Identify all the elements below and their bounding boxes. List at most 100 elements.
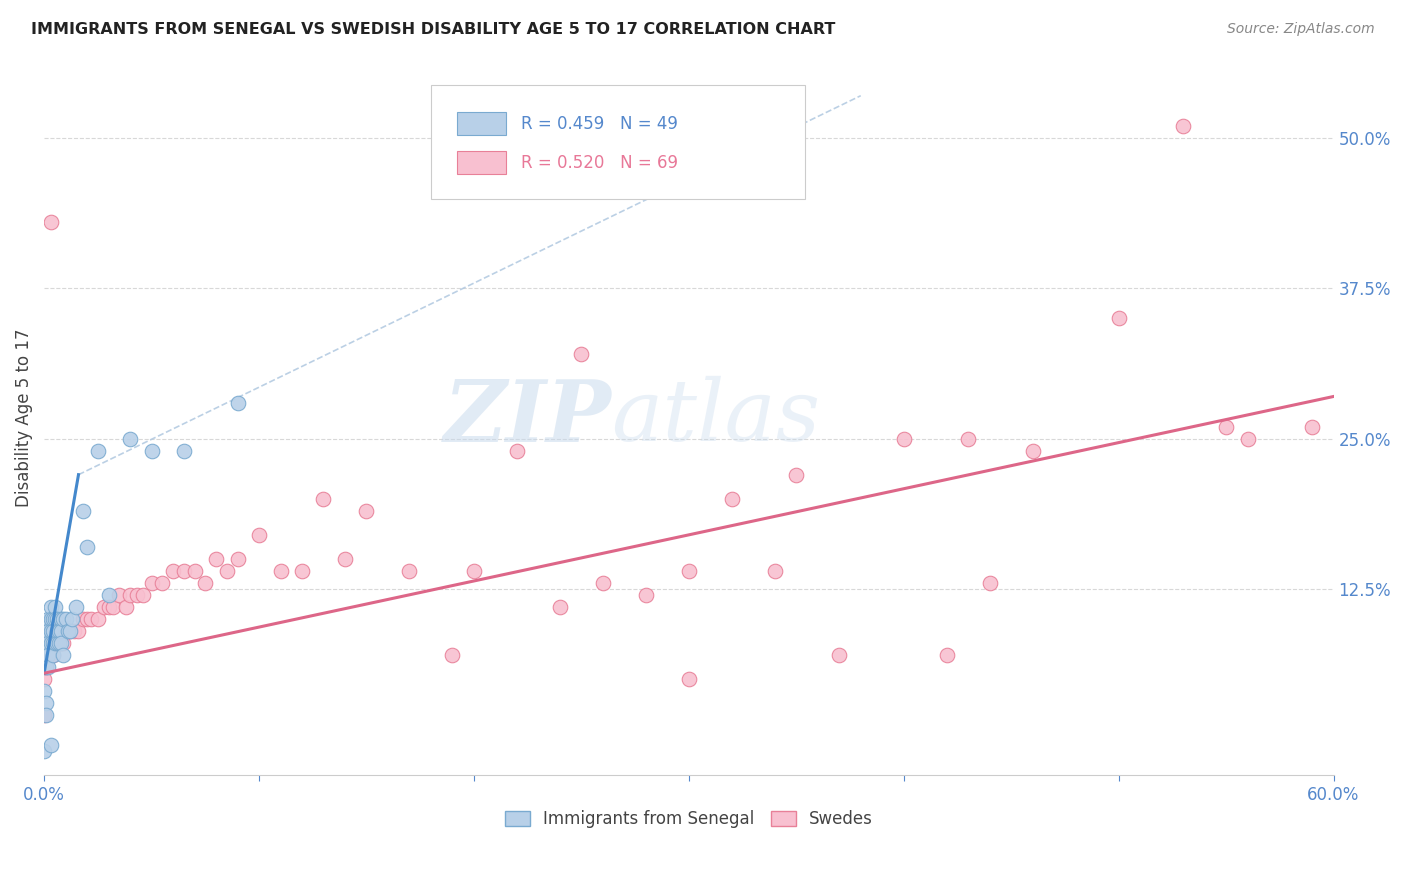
Point bbox=[108, 588, 131, 602]
Point bbox=[1301, 419, 1323, 434]
Point bbox=[1171, 119, 1194, 133]
Point bbox=[101, 600, 124, 615]
Point bbox=[132, 588, 155, 602]
Point bbox=[226, 552, 249, 566]
Bar bbox=[457, 152, 506, 174]
Text: Source: ZipAtlas.com: Source: ZipAtlas.com bbox=[1227, 22, 1375, 37]
Point bbox=[1215, 419, 1237, 434]
Legend: Immigrants from Senegal, Swedes: Immigrants from Senegal, Swedes bbox=[498, 804, 880, 835]
Point bbox=[634, 588, 657, 602]
Point bbox=[67, 624, 90, 639]
Bar bbox=[457, 112, 506, 135]
Point bbox=[39, 636, 62, 650]
Point bbox=[37, 636, 59, 650]
Point bbox=[46, 612, 69, 626]
Point bbox=[270, 564, 292, 578]
Point bbox=[37, 624, 59, 639]
Point bbox=[76, 612, 98, 626]
Point bbox=[356, 504, 378, 518]
Point bbox=[46, 624, 69, 639]
Point bbox=[52, 612, 75, 626]
Point bbox=[39, 612, 62, 626]
Point bbox=[39, 648, 62, 662]
Point bbox=[35, 636, 58, 650]
Point bbox=[35, 660, 58, 674]
Point bbox=[55, 624, 77, 639]
Point bbox=[1108, 311, 1130, 326]
Point bbox=[32, 684, 55, 698]
Point bbox=[97, 600, 120, 615]
Point bbox=[72, 504, 94, 518]
Text: R = 0.520   N = 69: R = 0.520 N = 69 bbox=[522, 154, 678, 172]
Text: IMMIGRANTS FROM SENEGAL VS SWEDISH DISABILITY AGE 5 TO 17 CORRELATION CHART: IMMIGRANTS FROM SENEGAL VS SWEDISH DISAB… bbox=[31, 22, 835, 37]
Point bbox=[125, 588, 148, 602]
Point bbox=[51, 624, 73, 639]
Point bbox=[41, 612, 63, 626]
Text: R = 0.459   N = 49: R = 0.459 N = 49 bbox=[522, 115, 678, 133]
Point bbox=[35, 624, 58, 639]
Point bbox=[59, 624, 82, 639]
Point bbox=[114, 600, 136, 615]
Point bbox=[678, 564, 700, 578]
Point bbox=[120, 588, 142, 602]
Point bbox=[44, 636, 66, 650]
Point bbox=[935, 648, 957, 662]
Point bbox=[44, 600, 66, 615]
Point bbox=[35, 696, 58, 710]
Point bbox=[93, 600, 115, 615]
Point bbox=[32, 660, 55, 674]
Point bbox=[51, 612, 73, 626]
Point bbox=[55, 612, 77, 626]
Point bbox=[48, 636, 70, 650]
Point bbox=[592, 576, 614, 591]
Point bbox=[39, 215, 62, 229]
Point bbox=[60, 612, 83, 626]
Point bbox=[97, 588, 120, 602]
Point bbox=[763, 564, 786, 578]
Point bbox=[1236, 432, 1258, 446]
Point bbox=[35, 708, 58, 723]
Point bbox=[44, 636, 66, 650]
Point bbox=[44, 612, 66, 626]
Point bbox=[506, 443, 529, 458]
Point bbox=[39, 739, 62, 753]
Point bbox=[48, 636, 70, 650]
Point bbox=[194, 576, 217, 591]
Point bbox=[463, 564, 485, 578]
Point bbox=[37, 648, 59, 662]
Point bbox=[41, 624, 63, 639]
Point bbox=[957, 432, 980, 446]
Point bbox=[39, 624, 62, 639]
Point bbox=[52, 648, 75, 662]
Point bbox=[173, 564, 195, 578]
Point bbox=[35, 648, 58, 662]
Point bbox=[1021, 443, 1043, 458]
Point bbox=[51, 636, 73, 650]
Point bbox=[828, 648, 851, 662]
Point bbox=[39, 636, 62, 650]
Point bbox=[548, 600, 571, 615]
Point bbox=[32, 672, 55, 686]
Point bbox=[398, 564, 420, 578]
Point bbox=[979, 576, 1001, 591]
Point bbox=[46, 636, 69, 650]
Point bbox=[87, 612, 110, 626]
Point bbox=[173, 443, 195, 458]
Point bbox=[120, 432, 142, 446]
Point bbox=[32, 708, 55, 723]
Point bbox=[893, 432, 915, 446]
Point bbox=[141, 576, 163, 591]
Point bbox=[59, 624, 82, 639]
Point bbox=[291, 564, 314, 578]
Point bbox=[41, 648, 63, 662]
Point bbox=[215, 564, 238, 578]
Point bbox=[63, 624, 86, 639]
Point bbox=[65, 600, 87, 615]
Point bbox=[72, 612, 94, 626]
Point bbox=[569, 347, 592, 361]
Point bbox=[52, 636, 75, 650]
Point bbox=[41, 636, 63, 650]
FancyBboxPatch shape bbox=[430, 85, 804, 199]
Point bbox=[35, 660, 58, 674]
Point bbox=[247, 528, 270, 542]
